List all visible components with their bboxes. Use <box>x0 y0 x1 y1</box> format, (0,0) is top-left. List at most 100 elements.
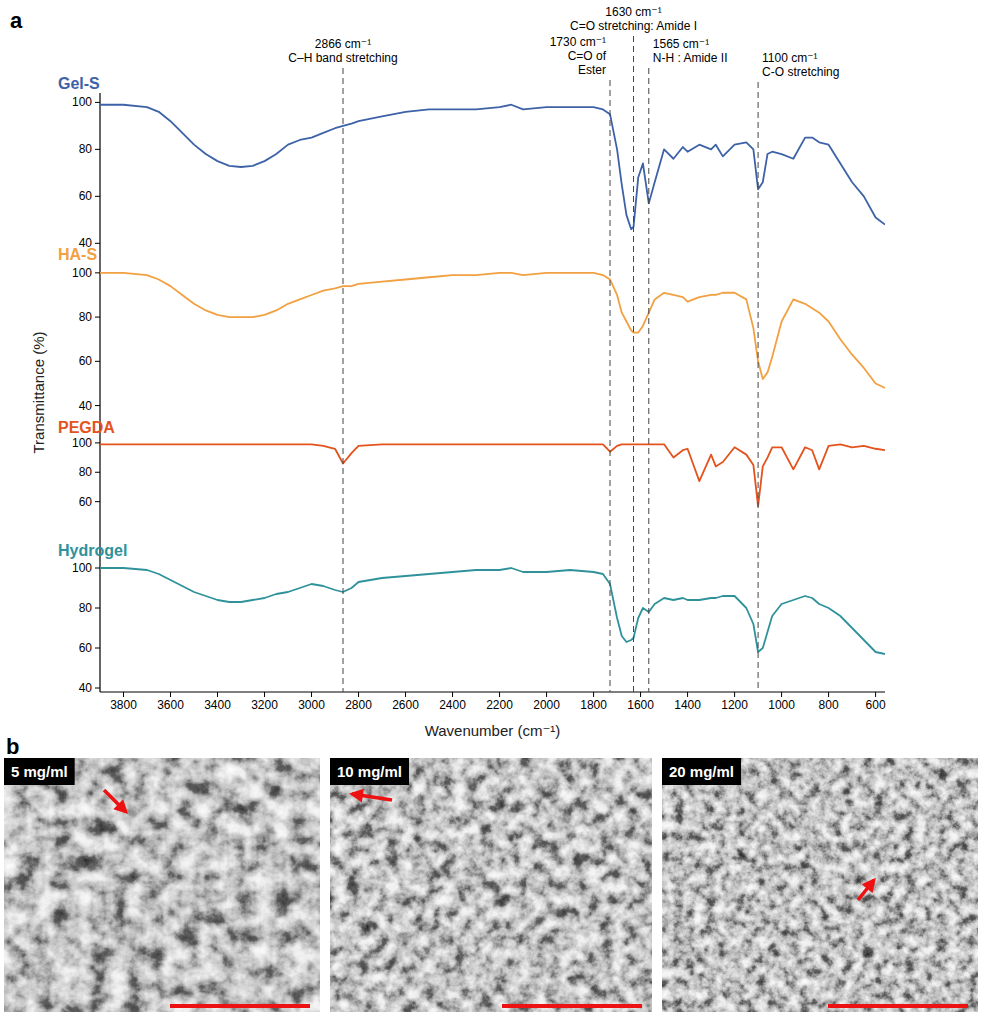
y-tick <box>95 272 100 273</box>
y-tick-label: 100 <box>72 436 92 450</box>
y-tick <box>95 608 100 609</box>
y-tick <box>95 149 100 150</box>
sem-background <box>662 758 978 1012</box>
series-label: PEGDA <box>58 419 115 436</box>
arrow-head <box>349 789 364 803</box>
x-tick-label: 2000 <box>533 698 560 712</box>
annotation-line <box>343 68 344 692</box>
sem-background <box>330 758 652 1012</box>
y-tick <box>95 501 100 502</box>
panel-letter: b <box>6 734 19 759</box>
page: {"figure": {"panel_letter": "a", "ylabel… <box>0 0 982 1016</box>
x-tick <box>123 692 124 697</box>
annotation-line <box>633 36 634 692</box>
spectrum-line <box>100 568 885 654</box>
x-tick <box>687 692 688 697</box>
annotation-line <box>758 82 759 692</box>
label-box <box>662 758 741 785</box>
annotation-text: C=O of <box>568 49 607 63</box>
x-tick-label: 600 <box>866 698 886 712</box>
spectrum-line <box>100 273 885 388</box>
series-label: Gel-S <box>58 75 100 92</box>
x-tick <box>405 692 406 697</box>
sem-background <box>4 758 320 1012</box>
sem-micrograph <box>330 758 652 1012</box>
y-tick <box>95 688 100 689</box>
data-group <box>100 273 885 388</box>
x-tick-label: 3400 <box>204 698 231 712</box>
y-tick <box>95 317 100 318</box>
y-tick <box>95 405 100 406</box>
x-tick <box>875 692 876 697</box>
sem-image: 10 mg/ml <box>330 758 652 1012</box>
y-tick <box>95 472 100 473</box>
sem-image: 20 mg/ml <box>662 758 978 1012</box>
scale-bar <box>828 1004 968 1008</box>
annotation-text: 2866 cm⁻¹ <box>315 37 371 51</box>
series-label: HA-S <box>58 246 97 263</box>
spectrum-panel: 6080100PEGDA <box>58 419 885 509</box>
scale-bar <box>502 1004 642 1008</box>
y-tick-label: 60 <box>79 641 93 655</box>
x-axis-title: Wavenumber (cm⁻¹) <box>425 722 561 739</box>
annotation-line <box>648 68 649 692</box>
y-axis-title: Transmittance (%) <box>30 332 47 454</box>
panel-letter: a <box>10 8 23 33</box>
series-label: Hydrogel <box>58 542 127 559</box>
x-tick-label: 2800 <box>345 698 372 712</box>
y-axis-line <box>99 93 100 692</box>
sem-panel: 5 mg/ml 10 mg/ml 20 mg/ml <box>4 758 978 1012</box>
x-tick <box>217 692 218 697</box>
annotations: 2866 cm⁻¹C–H band stretching1730 cm⁻¹C=O… <box>288 5 839 692</box>
y-tick-label: 100 <box>72 266 92 280</box>
y-tick-label: 40 <box>79 681 93 695</box>
annotation-text: Ester <box>578 63 606 77</box>
spectrum-line <box>100 444 885 506</box>
x-tick-label: 2600 <box>392 698 419 712</box>
y-tick <box>95 442 100 443</box>
annotation-text: 1100 cm⁻¹ <box>762 51 817 65</box>
x-tick-label: 1400 <box>674 698 701 712</box>
annotation-text: C=O stretching: Amide I <box>570 19 697 33</box>
x-tick <box>264 692 265 697</box>
spectrum-panel: 406080100Gel-S <box>58 75 885 250</box>
label-box <box>4 758 75 785</box>
arrow-head <box>862 878 876 893</box>
y-tick-label: 80 <box>79 465 93 479</box>
sem-image: 5 mg/ml <box>4 758 320 1012</box>
annotation-text: N-H : Amide II <box>653 51 728 65</box>
image-label: 10 mg/ml <box>337 763 402 780</box>
y-tick-label: 80 <box>79 142 93 156</box>
y-tick <box>95 361 100 362</box>
x-tick-label: 3000 <box>298 698 325 712</box>
x-tick <box>311 692 312 697</box>
x-tick-label: 800 <box>819 698 839 712</box>
x-tick <box>734 692 735 697</box>
spectrum-panel: 4060801003800360034003200300028002600240… <box>58 542 886 712</box>
x-tick-label: 2200 <box>486 698 513 712</box>
y-tick-label: 100 <box>72 561 92 575</box>
sem-micrograph <box>662 758 978 1012</box>
spectrum-line <box>100 105 885 229</box>
x-tick-label: 2400 <box>439 698 466 712</box>
x-tick-label: 1000 <box>768 698 795 712</box>
x-tick <box>781 692 782 697</box>
y-tick <box>95 102 100 103</box>
image-label: 5 mg/ml <box>11 763 68 780</box>
annotation-text: 1630 cm⁻¹ <box>605 5 661 19</box>
annotation-text: 1730 cm⁻¹ <box>550 35 606 49</box>
sem-micrograph <box>4 758 320 1012</box>
y-tick <box>95 568 100 569</box>
spectrum-panel: 406080100HA-S <box>58 246 885 413</box>
y-tick <box>95 648 100 649</box>
x-tick-label: 1800 <box>580 698 607 712</box>
arrow-head <box>113 799 128 814</box>
data-group <box>100 444 885 506</box>
scale-bar <box>170 1004 310 1008</box>
figure: aTransmittance (%)406080100Gel-S40608010… <box>0 0 982 1016</box>
x-tick-label: 3600 <box>157 698 184 712</box>
annotation-line <box>610 80 611 692</box>
y-tick <box>95 243 100 244</box>
y-tick-label: 80 <box>79 601 93 615</box>
y-tick-label: 80 <box>79 310 93 324</box>
